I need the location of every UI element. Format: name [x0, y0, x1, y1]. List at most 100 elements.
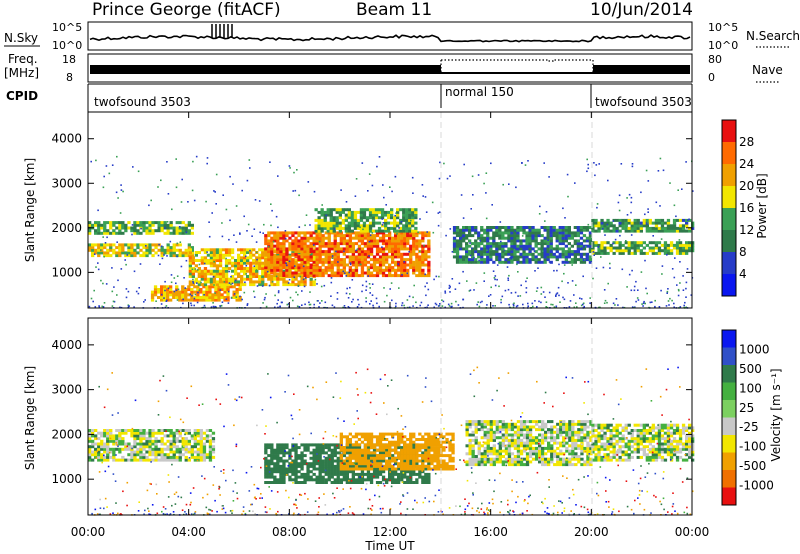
power-cell	[344, 208, 348, 212]
velocity-cell	[276, 462, 280, 466]
power-noise-pixel	[93, 289, 95, 292]
power-cell	[166, 223, 170, 227]
velocity-cell	[348, 451, 352, 455]
velocity-cell	[360, 440, 365, 444]
velocity-cell	[336, 459, 340, 463]
velocity-cell	[421, 438, 425, 441]
power-cell	[345, 247, 349, 251]
power-cell	[344, 218, 348, 222]
power-cell	[384, 218, 388, 222]
velocity-cell	[166, 445, 170, 449]
power-cell	[261, 267, 265, 270]
velocity-cell	[130, 434, 134, 438]
power-cell	[501, 244, 505, 248]
power-cell	[402, 229, 406, 233]
power-cell	[642, 224, 646, 228]
velocity-cell	[118, 429, 122, 432]
power-noise-pixel	[490, 162, 492, 165]
power-cell	[412, 271, 416, 275]
power-noise-pixel	[330, 281, 333, 284]
power-cell	[394, 247, 398, 251]
power-cell	[480, 252, 484, 256]
power-cell	[645, 229, 649, 233]
power-cell	[501, 255, 505, 259]
power-cell	[172, 231, 176, 235]
velocity-cell	[163, 434, 167, 438]
velocity-cell	[205, 453, 210, 457]
power-cell	[202, 296, 206, 299]
velocity-cell	[342, 470, 346, 474]
power-cell	[261, 283, 265, 287]
power-cell	[474, 260, 478, 264]
power-cell	[408, 224, 412, 228]
power-cell	[356, 210, 361, 214]
power-noise-pixel	[394, 175, 397, 178]
power-cell	[471, 252, 475, 256]
power-cell	[516, 258, 520, 262]
power-noise-pixel	[212, 276, 215, 278]
power-cell	[591, 218, 595, 222]
power-cell	[594, 218, 598, 222]
power-cell	[218, 261, 223, 265]
velocity-cell	[279, 475, 283, 479]
power-cell	[184, 290, 188, 294]
power-cell	[360, 234, 365, 238]
power-cell	[421, 234, 425, 238]
power-cell	[359, 216, 364, 220]
power-cell	[360, 255, 365, 259]
power-noise-pixel	[674, 257, 676, 259]
velocity-cell	[388, 446, 392, 450]
power-noise-pixel	[488, 247, 490, 249]
power-cell	[540, 247, 544, 251]
power-noise-pixel	[184, 287, 187, 289]
power-cell	[327, 255, 331, 259]
velocity-cell	[418, 432, 422, 436]
power-cell	[145, 226, 149, 230]
power-cell	[160, 246, 164, 250]
velocity-cell	[366, 435, 371, 439]
power-cell	[341, 208, 345, 212]
power-cell	[255, 269, 259, 273]
power-noise-pixel	[215, 173, 218, 176]
power-cell	[394, 242, 398, 246]
power-cell	[221, 275, 226, 278]
power-cell	[273, 283, 277, 287]
power-noise-pixel	[457, 304, 460, 306]
velocity-cell	[88, 445, 92, 449]
power-noise-pixel	[179, 241, 182, 243]
power-cell	[323, 210, 327, 214]
power-cell	[549, 250, 553, 254]
power-cell	[190, 251, 194, 255]
velocity-cell	[321, 446, 325, 450]
power-noise-pixel	[292, 190, 294, 192]
velocity-cell	[196, 455, 200, 459]
velocity-cell	[363, 454, 368, 458]
velocity-cell	[103, 442, 107, 446]
velocity-cell	[121, 455, 125, 459]
power-cell	[378, 266, 383, 270]
power-cell	[378, 231, 383, 235]
power-cell	[243, 251, 247, 254]
velocity-cell	[184, 429, 188, 432]
power-cell	[455, 244, 460, 248]
power-cell	[270, 277, 274, 281]
power-cell	[483, 250, 487, 254]
power-cell	[459, 255, 463, 259]
power-cell	[534, 228, 538, 232]
power-cell	[312, 266, 316, 270]
power-cell	[329, 226, 333, 230]
power-noise-pixel	[137, 170, 140, 173]
power-cell	[112, 223, 116, 227]
power-cell	[427, 242, 431, 246]
power-colorbar-tick: 20	[739, 179, 754, 193]
power-cell	[546, 258, 550, 262]
power-noise-pixel	[128, 305, 130, 307]
power-noise-pixel	[426, 231, 428, 233]
power-noise-pixel	[287, 282, 290, 284]
power-noise-pixel	[575, 302, 577, 304]
power-cell	[452, 255, 457, 259]
power-cell	[567, 252, 571, 256]
power-noise-pixel	[196, 301, 199, 304]
power-cell	[504, 252, 508, 256]
power-cell	[212, 251, 217, 254]
